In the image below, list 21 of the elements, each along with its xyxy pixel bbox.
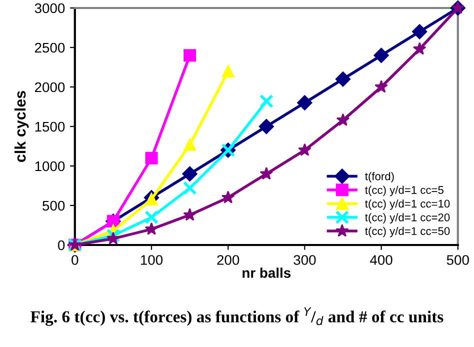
y-tick-label: 0 [58, 240, 65, 250]
x-tick-label: 0 [72, 255, 78, 265]
legend-label: t(cc) y/d=1 cc=10 [365, 199, 450, 210]
y-tick-label: 1000 [35, 161, 65, 172]
y-axis-title: clk cycles [14, 91, 29, 162]
y-tick-label: 3000 [34, 3, 65, 14]
x-tick-label: 500 [446, 255, 469, 265]
x-tick-label: 200 [217, 255, 240, 265]
x-axis-title: nr balls [242, 268, 291, 278]
x-tick-label: 300 [294, 255, 316, 265]
legend-label: t(cc) y/d=1 cc=50 [365, 226, 450, 238]
x-tick-label: 400 [370, 255, 392, 265]
y-tick-label: 2000 [34, 82, 65, 92]
caption: Fig. 6 t(cc) vs. t(forces) as functions of $^{Y}$/$_{d}$ and # of cc units [30, 307, 444, 326]
legend-label: t(cc) y/d=1 cc=20 [365, 213, 450, 224]
legend-label: t(ford) [365, 172, 394, 182]
x-tick-label: 100 [140, 255, 163, 265]
y-tick-label: 500 [42, 200, 65, 211]
legend-label: t(cc) y/d=1 cc=5 [365, 186, 444, 196]
y-tick-label: 1500 [35, 122, 65, 132]
y-tick-label: 2500 [34, 42, 65, 53]
